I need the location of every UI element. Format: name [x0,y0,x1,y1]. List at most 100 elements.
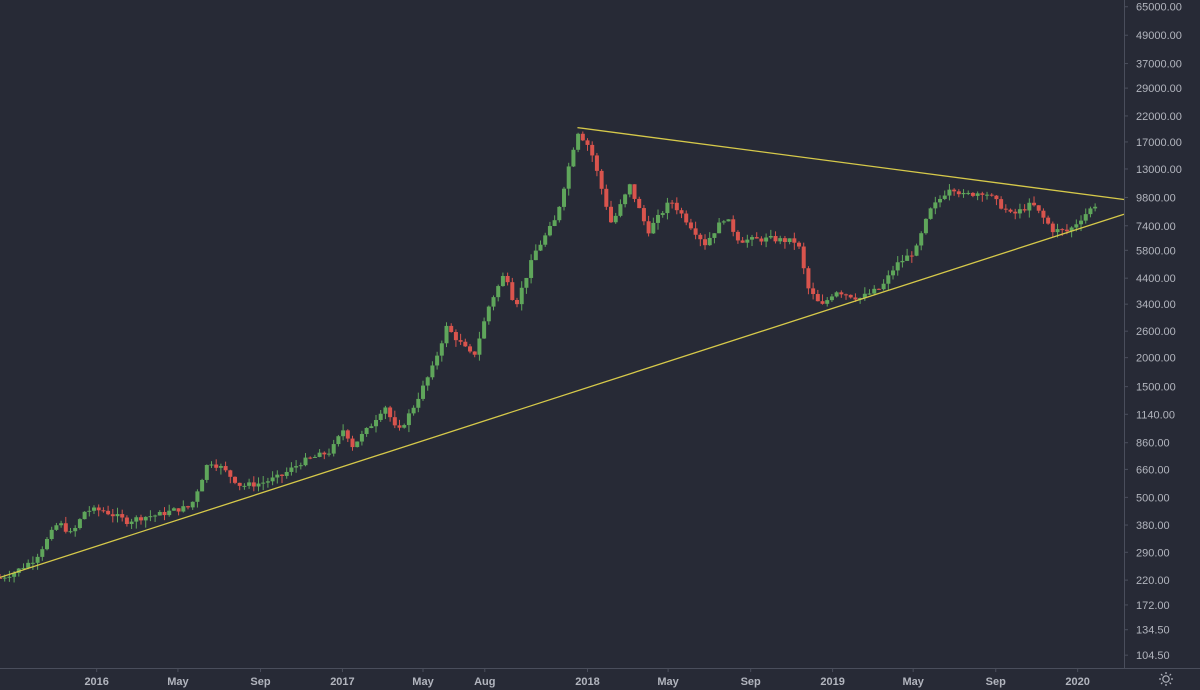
candle-body-up [359,433,364,442]
candle-body-up [247,482,252,486]
candle-body-up [1079,220,1084,225]
candle-body-up [891,270,896,276]
candle-body-up [294,466,299,468]
candle-body-up [129,521,134,525]
candle-body-up [406,413,411,426]
candle-body-down [124,517,129,525]
time-axis[interactable]: 2016 May Sep 2017 May Aug 2018 May Sep 2019 May Sep… [84,668,1090,688]
x-tick-label: 2020 [1065,676,1089,688]
candle-body-up [59,523,64,526]
x-tick-label: May [902,676,924,688]
candle-body-up [566,166,571,189]
candle-body-up [204,465,209,480]
candle-body-down [63,523,68,532]
candle-body-up [923,218,928,234]
x-tick-label: May [167,676,189,688]
candle-body-up [576,133,581,150]
candle-body-down [839,292,844,295]
candle-body-down [1022,209,1027,211]
candle-body-up [482,321,487,339]
candle-body-up [486,306,491,322]
candle-body-up [209,464,214,466]
resistance-trendline[interactable] [577,126,1125,201]
candle-body-up [68,531,73,533]
candle-body-up [928,208,933,219]
y-tick-label: 22000.00 [1136,111,1182,123]
candle-body-up [886,275,891,284]
candle-body-up [77,519,82,529]
candle-body-down [731,219,736,232]
y-tick-label: 220.00 [1136,575,1170,587]
candle-body-up [49,529,54,540]
candle-body-up [190,501,195,508]
candle-body-up [383,407,388,414]
candle-body-down [162,511,167,516]
price-axis[interactable]: 65000.00 49000.00 37000.00 29000.00 22000.00… [1124,2,1182,662]
candle-body-down [688,222,693,229]
candle-body-up [157,511,162,516]
candle-body-down [806,268,811,289]
y-tick-label: 49000.00 [1136,30,1182,42]
candle-body-down [237,482,242,486]
y-tick-label: 380.00 [1136,520,1170,532]
candle-body-up [1074,224,1079,228]
y-tick-label: 134.50 [1136,625,1170,637]
candle-body-up [750,237,755,240]
candle-body-up [303,457,308,466]
candle-body-up [477,338,482,355]
candle-body-down [848,294,853,298]
candle-body-down [251,482,256,487]
candle-body-up [327,453,332,455]
candle-body-down [1041,210,1046,218]
candle-body-down [703,239,708,246]
candle-body-down [449,325,454,333]
candle-body-down [797,242,802,247]
candle-body-up [45,539,50,550]
candle-body-up [905,255,910,261]
candle-body-up [369,426,374,428]
candle-body-down [952,189,957,192]
candle-body-up [444,325,449,344]
candle-body-up [378,413,383,420]
y-tick-label: 5800.00 [1136,245,1176,257]
candle-body-up [623,194,628,205]
trendlines[interactable] [0,126,1125,579]
candle-body-down [0,577,2,579]
candle-body-down [1013,211,1018,214]
candle-body-up [2,577,7,579]
candle-body-down [599,170,604,189]
y-tick-label: 29000.00 [1136,83,1182,95]
y-tick-label: 1500.00 [1136,382,1176,394]
candle-body-down [844,294,849,296]
candle-body-up [265,481,270,483]
x-tick-label: Sep [741,676,761,688]
candle-body-down [345,430,350,439]
y-tick-label: 860.00 [1136,438,1170,450]
candle-body-down [228,470,233,477]
candle-body-up [1083,214,1088,221]
candle-body-up [562,188,567,207]
candle-body-down [106,510,111,515]
candle-body-up [938,198,943,203]
y-tick-label: 2000.00 [1136,353,1176,365]
settings-button[interactable] [1159,672,1173,686]
candle-body-up [275,474,280,478]
candle-body-up [355,441,360,448]
candle-body-up [200,479,205,492]
y-tick-label: 660.00 [1136,464,1170,476]
candle-body-up [21,567,26,569]
candle-body-up [167,510,172,516]
candle-body-down [176,508,181,512]
candle-body-up [862,293,867,299]
candle-body-down [186,506,191,508]
candle-body-up [627,184,632,195]
candle-body-up [1055,229,1060,233]
gear-icon [1159,672,1173,686]
support-trendline[interactable] [0,213,1125,579]
candle-body-up [966,192,971,194]
y-tick-label: 7400.00 [1136,221,1176,233]
candle-body-down [1064,229,1069,232]
candle-body-up [317,452,322,457]
candle-body-up [54,525,59,530]
